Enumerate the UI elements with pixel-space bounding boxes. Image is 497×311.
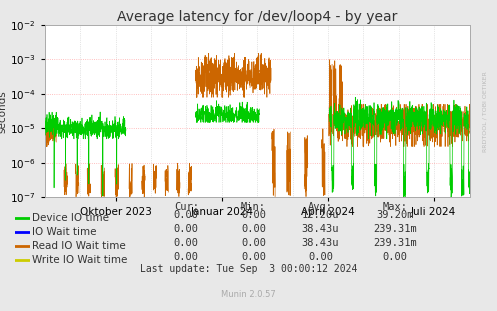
Text: 0.00: 0.00: [174, 238, 199, 248]
Text: 38.43u: 38.43u: [302, 224, 339, 234]
Text: 239.31m: 239.31m: [373, 238, 417, 248]
Text: Write IO Wait time: Write IO Wait time: [32, 255, 128, 265]
Title: Average latency for /dev/loop4 - by year: Average latency for /dev/loop4 - by year: [117, 10, 398, 24]
Text: 38.43u: 38.43u: [302, 238, 339, 248]
Text: 239.31m: 239.31m: [373, 224, 417, 234]
Text: 0.00: 0.00: [174, 224, 199, 234]
Text: 0.00: 0.00: [241, 238, 266, 248]
Text: 0.00: 0.00: [241, 224, 266, 234]
Text: Avg:: Avg:: [308, 202, 333, 212]
Text: Last update: Tue Sep  3 00:00:12 2024: Last update: Tue Sep 3 00:00:12 2024: [140, 264, 357, 274]
Text: 0.00: 0.00: [241, 210, 266, 220]
Text: 12.20u: 12.20u: [302, 210, 339, 220]
Text: 0.00: 0.00: [308, 252, 333, 262]
Text: Read IO Wait time: Read IO Wait time: [32, 241, 126, 251]
Text: RRDTOOL / TOBI OETIKER: RRDTOOL / TOBI OETIKER: [482, 72, 487, 152]
Text: Munin 2.0.57: Munin 2.0.57: [221, 290, 276, 299]
Text: 0.00: 0.00: [174, 210, 199, 220]
Text: 0.00: 0.00: [174, 252, 199, 262]
Text: 0.00: 0.00: [241, 252, 266, 262]
Y-axis label: seconds: seconds: [0, 90, 7, 132]
Text: 0.00: 0.00: [383, 252, 408, 262]
Text: Max:: Max:: [383, 202, 408, 212]
Text: Device IO time: Device IO time: [32, 213, 109, 223]
Text: 39.20m: 39.20m: [376, 210, 414, 220]
Text: Cur:: Cur:: [174, 202, 199, 212]
Text: IO Wait time: IO Wait time: [32, 227, 97, 237]
Text: Min:: Min:: [241, 202, 266, 212]
